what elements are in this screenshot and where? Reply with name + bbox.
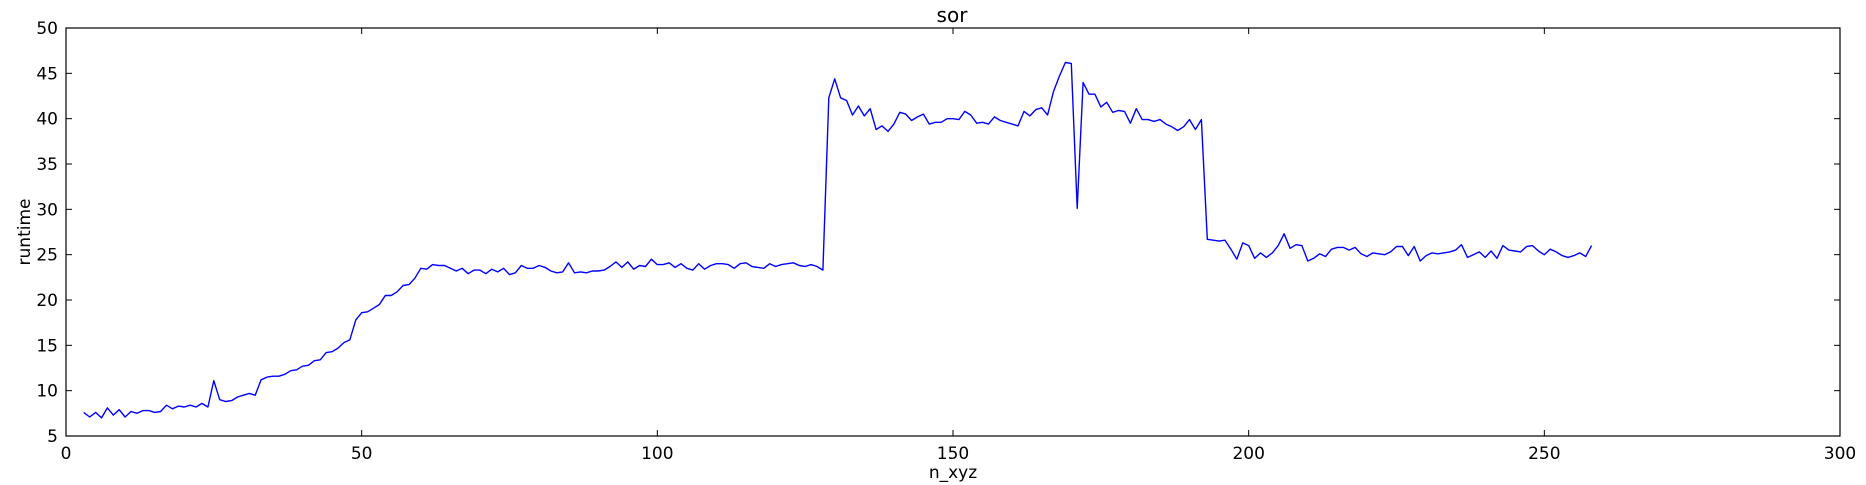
x-tick-label: 0	[61, 444, 72, 464]
chart-title: sor	[937, 3, 969, 27]
y-tick-label: 5	[47, 427, 58, 447]
x-tick-label: 150	[937, 444, 969, 464]
x-tick-label: 50	[351, 444, 373, 464]
y-tick-label: 50	[36, 19, 58, 39]
plot-area	[65, 27, 1841, 437]
y-axis-ticks: 5 10 15 20 25 30 35 40 45 50	[36, 19, 1840, 447]
y-tick-label: 40	[36, 110, 58, 130]
y-tick-label: 30	[36, 200, 58, 220]
series-line-0	[83, 61, 1593, 419]
y-tick-label: 45	[36, 64, 58, 84]
y-axis-label: runtime	[15, 199, 35, 266]
series-layer	[83, 61, 1593, 419]
x-tick-label: 200	[1232, 444, 1264, 464]
x-tick-label: 250	[1528, 444, 1560, 464]
x-tick-label: 300	[1824, 444, 1856, 464]
y-tick-label: 25	[36, 246, 58, 266]
x-axis-label: n_xyz	[929, 463, 977, 483]
y-tick-label: 15	[36, 336, 58, 356]
y-tick-label: 20	[36, 291, 58, 311]
y-tick-label: 35	[36, 155, 58, 175]
x-tick-label: 100	[641, 444, 673, 464]
x-axis-ticks: 0 50 100 150 200 250 300	[61, 28, 1856, 464]
y-tick-label: 10	[36, 382, 58, 402]
